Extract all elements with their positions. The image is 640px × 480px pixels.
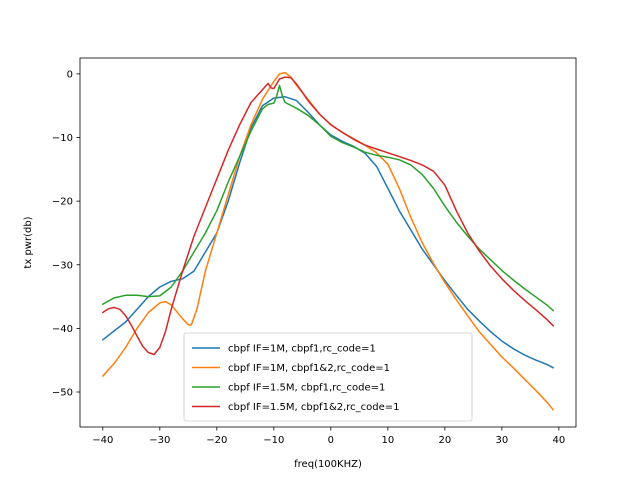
x-tick-label: −30	[149, 435, 170, 446]
x-tick-label: 0	[328, 435, 334, 446]
legend-label-4: cbpf IF=1.5M, cbpf1&2,rc_code=1	[228, 402, 400, 413]
x-axis-label: freq(100KHZ)	[294, 459, 362, 470]
series-line-4	[102, 76, 554, 356]
x-tick-label: −40	[92, 435, 113, 446]
legend-label-2: cbpf IF=1M, cbpf1&2,rc_code=1	[228, 363, 390, 374]
series-line-1	[102, 96, 554, 369]
plot-frame	[79, 57, 577, 428]
y-tick-label: −30	[52, 260, 73, 271]
y-tick-label: −40	[52, 324, 73, 335]
y-axis-label: tx pwr(db)	[23, 216, 34, 268]
legend-box	[183, 332, 473, 422]
x-tick-label: −20	[206, 435, 227, 446]
legend-label-3: cbpf IF=1.5M, cbpf1,rc_code=1	[228, 383, 385, 394]
y-tick-label: −20	[52, 197, 73, 208]
y-tick-label: −10	[52, 133, 73, 144]
x-tick-label: 20	[439, 435, 452, 446]
y-tick-label: 0	[67, 69, 73, 80]
x-tick-label: 40	[553, 435, 566, 446]
ticks-layer: −40 −30 −20 −10 0 10 20 30 40 0 −10 −20 −30 −40 −50	[52, 69, 565, 446]
x-tick-label: −10	[263, 435, 284, 446]
x-tick-label: 10	[381, 435, 394, 446]
y-tick-label: −50	[52, 388, 73, 399]
series-layer	[102, 71, 554, 411]
x-tick-label: 30	[496, 435, 509, 446]
legend-label-1: cbpf IF=1M, cbpf1,rc_code=1	[228, 344, 376, 355]
